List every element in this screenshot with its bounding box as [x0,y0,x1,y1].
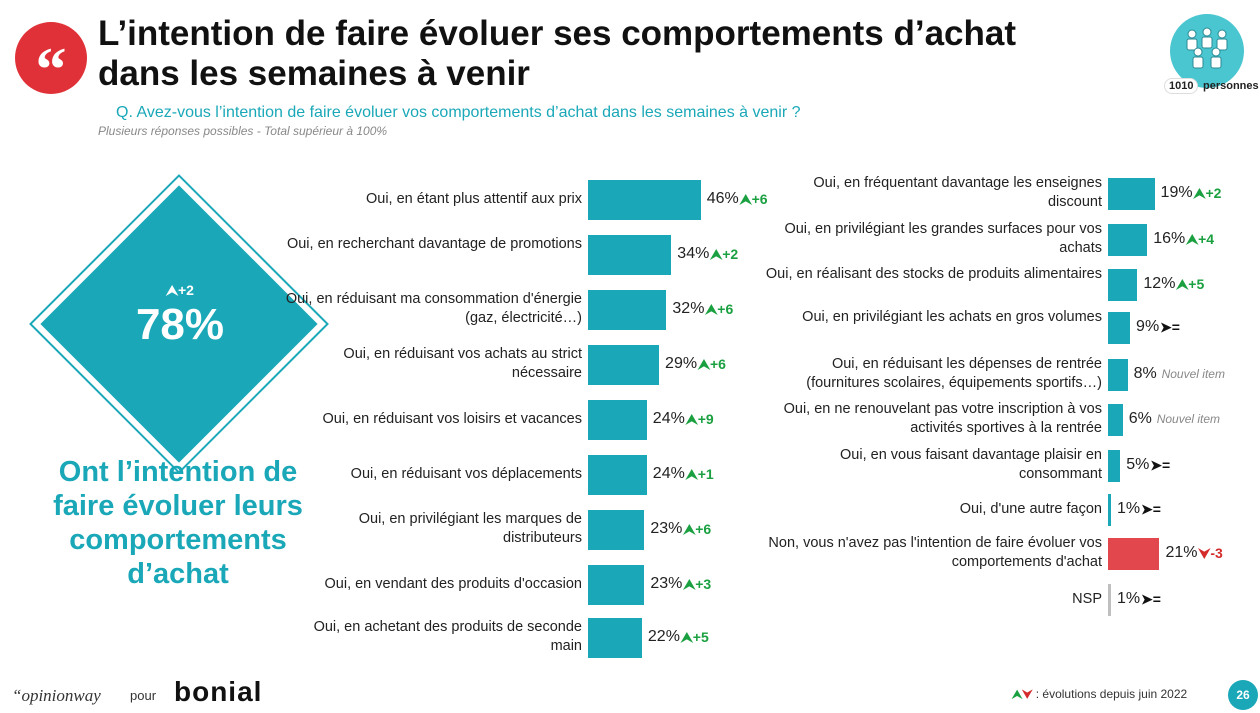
right-bar-value-1: 16% [1153,230,1186,247]
right-bar-9 [1108,584,1111,616]
right-bar-label-4: Oui, en réduisant les dépenses de rentré… [806,356,1102,391]
right-bar-new-item-5: Nouvel item [1156,412,1221,426]
left-bar-label-0: Oui, en étant plus attentif aux prix [365,190,582,207]
highlight-evolution: ⮝+2 [166,282,194,298]
left-bar-evolution-5: ⮝+1 [685,466,714,482]
right-bar-value-0: 19% [1160,184,1193,201]
right-bar-0 [1108,178,1155,210]
left-bar-evolution-4: ⮝+9 [685,411,714,427]
left-bar-label-2: Oui, en réduisant ma consommation d'éner… [285,291,582,326]
page-title: L’intention de faire évoluer ses comport… [98,14,1017,93]
right-bar-evolution-3: ➤= [1160,319,1180,335]
left-bar-evolution-1: ⮝+2 [710,246,739,262]
right-bar-label-8: Non, vous n'avez pas l'intention de fair… [768,535,1102,570]
right-bar-label-1: Oui, en privilégiant les grandes surface… [784,221,1102,256]
right-bar-evolution-7: ➤= [1141,501,1161,517]
right-bar-label-7: Oui, d'une autre façon [959,500,1102,517]
left-bar-value-5: 24% [652,465,685,482]
right-bar-value-6: 5% [1126,456,1150,473]
left-bar-evolution-6: ⮝+6 [683,521,712,537]
right-bar-value-5: 6% [1128,410,1152,427]
left-bar-value-6: 23% [650,520,683,537]
right-bar-evolution-0: ⮝+2 [1193,185,1222,201]
people-group-icon [1170,14,1244,88]
left-bar-label-1: Oui, en recherchant davantage de promoti… [286,236,582,252]
sample-count: 1010 [1164,78,1199,94]
right-bar-label-5: Oui, en ne renouvelant pas votre inscrip… [783,401,1102,436]
page-number: 26 [1228,680,1258,710]
left-bar-evolution-0: ⮝+6 [739,191,768,207]
right-bar-2 [1108,269,1138,301]
left-bar-4 [588,400,647,440]
quote-icon: “ [15,22,87,101]
right-bar-7 [1108,494,1111,526]
right-bar-4 [1108,359,1128,391]
right-bar-8 [1108,538,1160,570]
left-bar-value-1: 34% [677,245,710,262]
right-bar-value-2: 12% [1143,275,1176,292]
question-text: Q. Avez-vous l’intention de faire évolue… [116,104,801,121]
right-bar-label-9: NSP [1072,590,1102,607]
left-bar-3 [588,345,660,385]
left-bar-label-7: Oui, en vendant des produits d'occasion [324,575,583,592]
question-note: Plusieurs réponses possibles - Total sup… [98,124,388,138]
left-bar-evolution-3: ⮝+6 [698,356,726,372]
left-bar-6 [588,510,645,550]
right-bar-6 [1108,450,1121,482]
left-bar-label-8: Oui, en achetant des produits de seconde… [313,619,582,654]
right-bar-3 [1108,312,1131,344]
bonial-logo: bonial [174,676,263,707]
sample-label: personnes [1203,80,1259,92]
left-bar-5 [588,455,647,495]
right-bar-value-9: 1% [1117,590,1141,607]
left-bar-label-4: Oui, en réduisant vos loisirs et vacance… [322,410,582,427]
right-bar-value-3: 9% [1136,318,1160,335]
right-bar-label-6: Oui, en vous faisant davantage plaisir e… [840,447,1102,482]
right-bar-5 [1108,404,1123,436]
left-bar-evolution-2: ⮝+6 [705,301,734,317]
legend-down-icon: ⮟ [1022,687,1033,701]
right-bar-1 [1108,224,1148,256]
right-bar-new-item-4: Nouvel item [1161,367,1225,381]
highlight-caption: Ont l’intention de faire évoluer leurs c… [53,456,303,590]
left-bar-evolution-8: ⮝+5 [680,629,709,645]
left-bar-value-3: 29% [665,355,698,372]
legend-up-icon: ⮝ [1012,687,1023,701]
evolution-legend: ⮝⮟ : évolutions depuis juin 2022 [1012,687,1187,702]
left-bar-8 [588,618,642,658]
left-bar-value-0: 46% [706,190,739,207]
left-bar-label-5: Oui, en réduisant vos déplacements [350,465,582,482]
highlight-value: 78% [135,300,225,349]
left-bar-value-7: 23% [650,575,683,592]
left-bar-7 [588,565,645,605]
right-bar-evolution-1: ⮝+4 [1186,231,1215,247]
right-bar-evolution-2: ⮝+5 [1176,276,1205,292]
right-bar-label-2: Oui, en réalisant des stocks de produits… [765,266,1102,282]
right-bar-label-3: Oui, en privilégiant les achats en gros … [802,309,1102,325]
right-bar-evolution-8: ⮟-3 [1198,545,1223,561]
left-bar-1 [588,235,672,275]
left-bar-2 [588,290,667,330]
opinionway-logo: “opinionway [12,686,101,705]
left-bar-label-3: Oui, en réduisant vos achats au strict n… [343,346,582,381]
right-bar-value-7: 1% [1117,500,1141,517]
right-bar-evolution-6: ➤= [1150,457,1171,473]
footer-pour: pour [130,688,157,703]
right-bar-value-4: 8% [1133,365,1157,382]
right-bar-label-0: Oui, en fréquentant davantage les enseig… [813,175,1102,210]
left-bar-evolution-7: ⮝+3 [683,576,712,592]
left-bar-value-2: 32% [672,300,705,317]
right-bar-evolution-9: ➤= [1141,591,1161,607]
left-bar-label-6: Oui, en privilégiant les marques de dist… [358,511,582,546]
right-bar-value-8: 21% [1165,544,1198,561]
legend-text: : évolutions depuis juin 2022 [1035,687,1188,701]
left-bar-value-8: 22% [647,628,680,645]
left-bar-0 [588,180,701,220]
left-bar-value-4: 24% [652,410,685,427]
